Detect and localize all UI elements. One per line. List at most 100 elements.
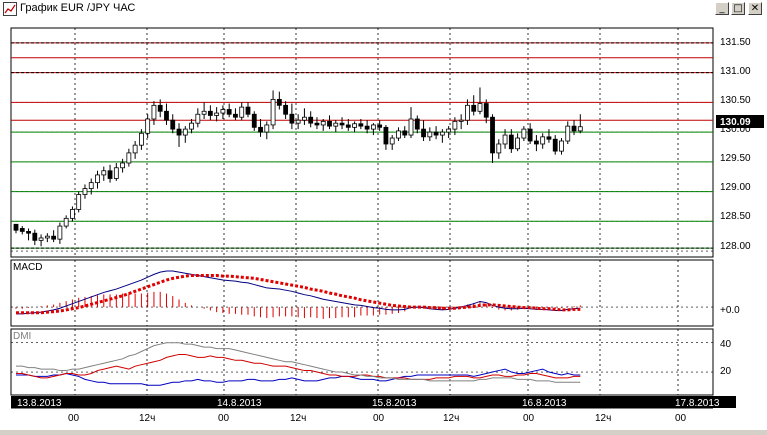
candle-body — [496, 143, 502, 154]
candle-body — [370, 124, 376, 130]
price-tick-label: 131.50 — [720, 37, 751, 48]
dmi-label: DMI — [13, 331, 31, 342]
macd-series — [11, 270, 713, 319]
candle-body — [389, 137, 395, 145]
candle-body — [251, 113, 257, 128]
candle-body — [358, 123, 364, 127]
candle-body — [345, 124, 351, 128]
hour-label: 12ч — [139, 413, 155, 424]
candle-body — [120, 162, 125, 169]
candle-body — [483, 103, 489, 118]
candle-body — [38, 237, 44, 241]
candle-body — [51, 235, 57, 240]
candle-body — [276, 98, 282, 106]
date-label: 17.8.2013 — [675, 398, 720, 409]
candle-body — [26, 231, 31, 234]
candle-body — [44, 235, 50, 239]
candle-body — [446, 128, 452, 133]
candle-body — [377, 124, 383, 128]
candle-body — [113, 167, 119, 179]
candle-body — [552, 138, 558, 152]
candle-body — [107, 170, 113, 179]
candle-body — [70, 209, 75, 219]
date-label: 15.8.2013 — [372, 398, 417, 409]
price-panel[interactable] — [10, 27, 714, 258]
candle-body — [477, 103, 483, 112]
candle-body — [439, 131, 445, 136]
dmi-tick-label: 20 — [720, 366, 732, 377]
candle-body — [559, 140, 564, 152]
macd-zero-label: +0.0 — [720, 305, 740, 316]
price-tick-label: 131.00 — [720, 66, 751, 77]
macd-line — [16, 270, 581, 315]
last-price-marker: 130.09 — [716, 115, 764, 128]
candle-body — [352, 123, 357, 128]
candle-body — [289, 113, 295, 124]
candle-body — [233, 113, 238, 118]
price-axis: 131.50 131.00 130.50 130.00 129.50 129.0… — [720, 37, 751, 252]
macd-panel[interactable] — [10, 259, 714, 327]
candle-body — [245, 106, 251, 115]
window-titlebar[interactable]: График EUR /JPY ЧАС _ □ ✕ — [0, 0, 767, 19]
hour-label: 12ч — [595, 413, 611, 424]
candle-body — [508, 134, 514, 150]
candle-body — [226, 109, 232, 115]
candle-body — [176, 128, 182, 136]
candle-body — [527, 128, 533, 142]
close-button[interactable]: ✕ — [748, 2, 762, 15]
candle-body — [132, 144, 138, 154]
candle-body — [295, 119, 301, 124]
chart-area[interactable]: 131.50 131.00 130.50 130.00 129.50 129.0… — [0, 18, 767, 430]
candle-body — [421, 128, 426, 138]
maximize-button[interactable]: □ — [731, 2, 745, 15]
hour-label: 00 — [675, 413, 687, 424]
candle-body — [452, 120, 458, 130]
candle-body — [339, 122, 345, 126]
date-label: 16.8.2013 — [522, 398, 567, 409]
candle-body — [433, 131, 439, 136]
candle-body — [88, 182, 94, 189]
candle-body — [540, 136, 546, 145]
dmi-panel[interactable] — [10, 328, 714, 396]
candle-body — [170, 119, 176, 130]
price-tick-label: 128.50 — [720, 211, 751, 222]
hour-label: 00 — [218, 413, 230, 424]
candle-body — [264, 124, 270, 133]
hour-label: 00 — [373, 413, 385, 424]
price-tick-label: 129.50 — [720, 153, 751, 164]
candle-body — [502, 134, 508, 145]
candle-body — [19, 228, 25, 232]
candle-body — [308, 116, 314, 124]
chart-canvas[interactable]: 131.50 131.00 130.50 130.00 129.50 129.0… — [0, 18, 767, 430]
candle-body — [427, 131, 433, 138]
dmi-plus-line — [16, 368, 581, 386]
candle-body — [258, 126, 263, 133]
candle-body — [195, 113, 201, 124]
candle-body — [327, 120, 332, 127]
time-axis: 13.8.2013 14.8.2013 15.8.2013 16.8.2013 … — [11, 396, 736, 424]
candle-body — [76, 194, 82, 210]
minimize-button[interactable]: _ — [715, 2, 729, 15]
candle-body — [101, 170, 107, 176]
candle-body — [515, 137, 520, 150]
adx-line — [16, 342, 581, 383]
candle-body — [201, 110, 207, 115]
candle-body — [546, 136, 552, 140]
candle-body — [364, 125, 370, 130]
hour-label: 00 — [68, 413, 80, 424]
support-resistance-lines — [11, 42, 713, 249]
macd-label: MACD — [13, 262, 42, 273]
hour-label: 00 — [523, 413, 535, 424]
candle-body — [314, 122, 320, 126]
price-tick-label: 130.00 — [720, 124, 751, 135]
candle-body — [157, 104, 163, 112]
candle-body — [182, 128, 188, 136]
candle-body — [207, 110, 213, 116]
candle-body — [571, 125, 577, 132]
candle-body — [521, 128, 527, 139]
date-label: 13.8.2013 — [17, 398, 62, 409]
candle-body — [414, 118, 420, 130]
candle-body — [471, 104, 477, 112]
window-title: График EUR /JPY ЧАС — [20, 2, 136, 14]
candle-body — [214, 112, 220, 116]
